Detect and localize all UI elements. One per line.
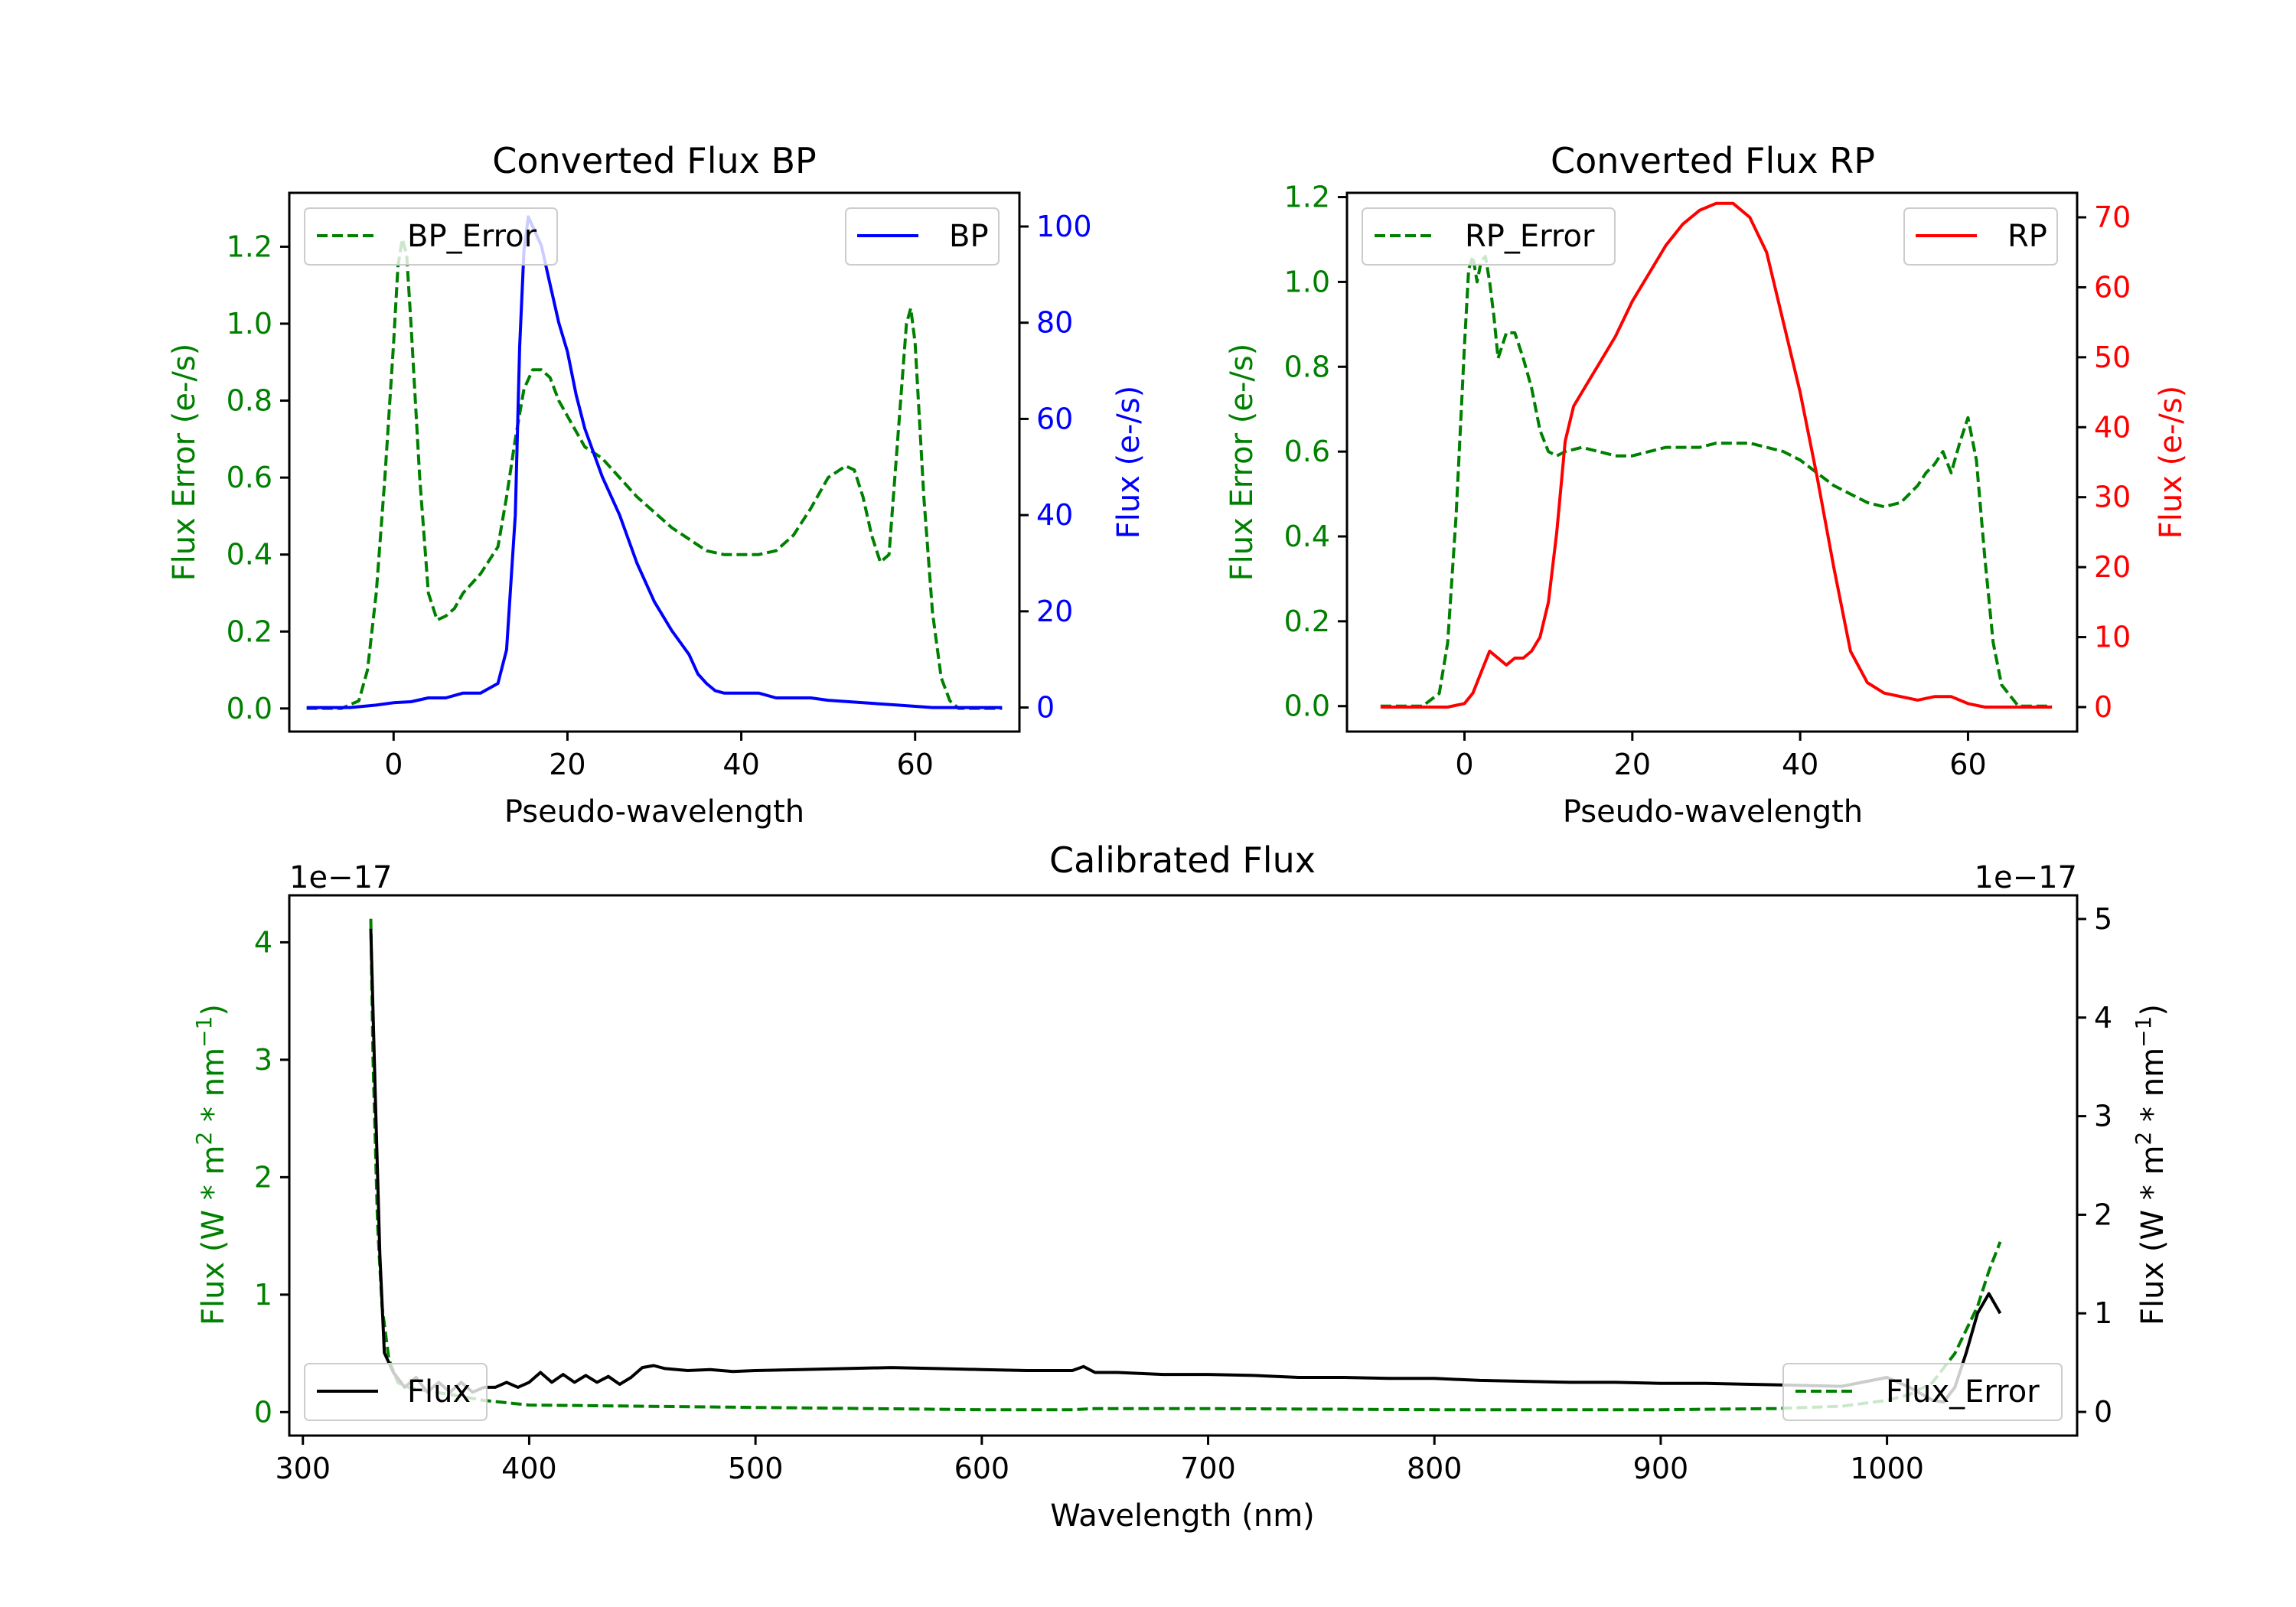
rp-legend-flux: RP [1903, 207, 2058, 266]
bp-ylabel-right: Flux (e-/s) [1111, 386, 1146, 539]
rp-ytick-right-label: 20 [2094, 550, 2131, 584]
bp-panel: Converted Flux BP 0 20 40 60 0.0 0.2 0.4 0.6 0.8… [167, 140, 1146, 830]
rp-ytick-left-label: 0.8 [1284, 350, 1330, 383]
bp-ytick-right-label: 80 [1036, 306, 1073, 340]
rp-xtick-label: 60 [1949, 748, 1986, 781]
rp-ytick-left-label: 1.0 [1284, 265, 1330, 298]
cal-ytick-left-label: 1 [254, 1278, 272, 1312]
bp-title: Converted Flux BP [492, 140, 817, 181]
rp-ytick-left-label: 0.0 [1284, 689, 1330, 723]
bp-ytick-right-label: 0 [1036, 691, 1055, 725]
cal-legend-flux: Flux [304, 1363, 488, 1421]
cal-ytick-right-label: 1 [2094, 1296, 2112, 1330]
bp-legend-flux: BP [845, 207, 1000, 266]
bp-xtick-label: 20 [549, 748, 585, 781]
rp-legend-error: RP_Error [1362, 207, 1616, 266]
cal-xtick-label: 1000 [1850, 1452, 1924, 1485]
bp-legend-error: BP_Error [304, 207, 558, 266]
bp-legend-flux-label: BP [949, 219, 989, 254]
bp-ytick-left-label: 0.2 [227, 614, 272, 648]
bp-ytick-left-label: 0.6 [227, 461, 272, 494]
cal-offset-right: 1e−17 [1975, 860, 2077, 895]
rp-series-rp-error [1380, 255, 2053, 708]
cal-xtick-label: 300 [275, 1452, 331, 1485]
cal-ylabel-right: Flux (W * m2 * nm−1) [2131, 1004, 2170, 1325]
bp-ylabel-left: Flux Error (e-/s) [167, 344, 202, 582]
bp-ytick-left-label: 1.0 [227, 307, 272, 341]
rp-legend-error-label: RP_Error [1465, 219, 1595, 254]
cal-ytick-left-label: 3 [254, 1043, 272, 1077]
bp-xtick-label: 0 [384, 748, 403, 781]
cal-title: Calibrated Flux [1049, 839, 1316, 881]
cal-ytick-right-label: 0 [2094, 1395, 2112, 1429]
cal-xtick-label: 500 [728, 1452, 784, 1485]
bp-ytick-right-label: 100 [1036, 210, 1092, 243]
cal-xtick-label: 600 [954, 1452, 1010, 1485]
cal-ytick-right-label: 3 [2094, 1100, 2112, 1133]
rp-ylabel-left: Flux Error (e-/s) [1225, 344, 1260, 582]
rp-xtick-label: 0 [1455, 748, 1473, 781]
cal-xlabel: Wavelength (nm) [1050, 1498, 1315, 1534]
rp-ytick-left-label: 0.6 [1284, 435, 1330, 468]
bp-ytick-right-label: 20 [1036, 595, 1073, 628]
cal-panel: Calibrated Flux 1e−17 1e−17 300 400 500 600… [191, 839, 2170, 1534]
cal-offset-left: 1e−17 [289, 860, 392, 895]
rp-series-rp [1380, 201, 2053, 709]
bp-legend-error-label: BP_Error [407, 219, 537, 254]
rp-ytick-left-label: 0.4 [1284, 520, 1330, 553]
cal-xtick-label: 700 [1180, 1452, 1236, 1485]
bp-ytick-left-label: 0.8 [227, 384, 272, 418]
cal-ytick-right-label: 5 [2094, 902, 2112, 936]
rp-ylabel-right: Flux (e-/s) [2154, 386, 2189, 539]
cal-ytick-left-label: 4 [254, 925, 272, 959]
rp-legend-flux-label: RP [2007, 219, 2047, 254]
cal-ylabel-left: Flux (W * m2 * nm−1) [191, 1004, 231, 1325]
cal-ytick-right-label: 4 [2094, 1001, 2112, 1035]
bp-ytick-left-label: 1.2 [227, 230, 272, 263]
rp-axes-frame [1345, 191, 2079, 733]
bp-series-bp-error [306, 237, 1003, 710]
cal-legend-flux-label: Flux [407, 1374, 471, 1410]
rp-ytick-left-label: 0.2 [1284, 605, 1330, 638]
rp-ytick-right-label: 40 [2094, 410, 2131, 444]
bp-axes-frame [288, 191, 1021, 733]
bp-ytick-left-label: 0.0 [227, 692, 272, 725]
cal-ytick-left-label: 2 [254, 1160, 272, 1194]
rp-ytick-right-label: 0 [2094, 690, 2112, 724]
cal-legend-error-label: Flux_Error [1886, 1374, 2040, 1410]
rp-ytick-right-label: 60 [2094, 270, 2131, 304]
cal-ytick-right-label: 2 [2094, 1198, 2112, 1231]
bp-series-bp [306, 215, 1003, 709]
cal-xtick-label: 400 [501, 1452, 557, 1485]
rp-ytick-right-label: 50 [2094, 341, 2131, 374]
rp-ytick-right-label: 70 [2094, 200, 2131, 234]
bp-ytick-left-label: 0.4 [227, 538, 272, 572]
cal-xtick-label: 900 [1633, 1452, 1689, 1485]
bp-xtick-label: 60 [897, 748, 934, 781]
rp-panel: Converted Flux RP 0 20 40 60 0.0 0.2 0.4 0.6 0.8… [1225, 140, 2189, 830]
rp-ytick-right-label: 10 [2094, 621, 2131, 654]
rp-xtick-label: 20 [1614, 748, 1651, 781]
bp-ytick-right-label: 60 [1036, 402, 1073, 435]
cal-axes-frame [288, 894, 2079, 1437]
bp-ytick-right-label: 40 [1036, 498, 1073, 532]
cal-ytick-left-label: 0 [254, 1395, 272, 1429]
cal-xtick-label: 800 [1407, 1452, 1463, 1485]
bp-xtick-label: 40 [722, 748, 759, 781]
rp-xlabel: Pseudo-wavelength [1563, 794, 1863, 830]
bp-xlabel: Pseudo-wavelength [504, 794, 804, 830]
rp-title: Converted Flux RP [1551, 140, 1875, 181]
rp-ytick-right-label: 30 [2094, 481, 2131, 514]
cal-legend-error: Flux_Error [1782, 1363, 2063, 1421]
rp-xtick-label: 40 [1782, 748, 1818, 781]
rp-ytick-left-label: 1.2 [1284, 181, 1330, 214]
